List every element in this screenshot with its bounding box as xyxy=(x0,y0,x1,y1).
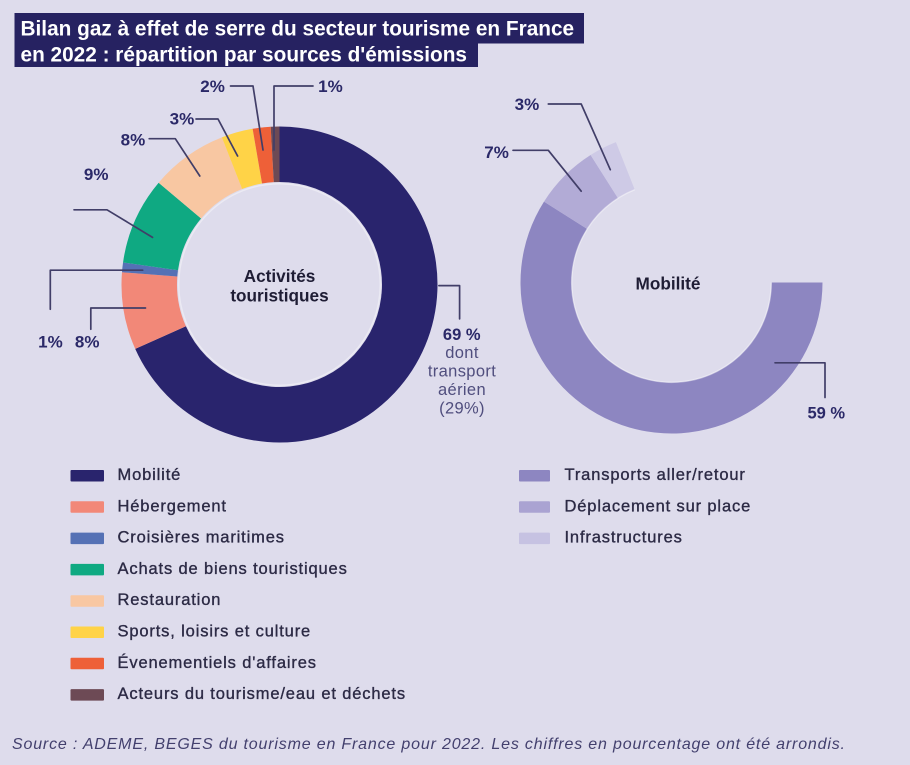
svg-text:1%: 1% xyxy=(38,333,63,352)
svg-text:1%: 1% xyxy=(318,77,343,96)
svg-text:3%: 3% xyxy=(515,95,540,114)
svg-text:Évenementiels d'affaires: Évenementiels d'affaires xyxy=(118,653,317,672)
svg-text:Sports, loisirs et culture: Sports, loisirs et culture xyxy=(118,623,312,641)
svg-text:Déplacement sur place: Déplacement sur place xyxy=(565,497,752,515)
svg-text:Bilan gaz à effet de serre du: Bilan gaz à effet de serre du secteur to… xyxy=(21,18,575,41)
svg-text:transport: transport xyxy=(428,363,496,381)
svg-text:7%: 7% xyxy=(484,143,509,162)
svg-text:Achats de biens touristiques: Achats de biens touristiques xyxy=(118,560,348,578)
svg-text:Infrastructures: Infrastructures xyxy=(565,529,683,547)
svg-text:Mobilité: Mobilité xyxy=(636,274,701,294)
svg-text:Source : ADEME, BEGES du touri: Source : ADEME, BEGES du tourisme en Fra… xyxy=(12,736,846,753)
svg-text:Acteurs du tourisme/eau et déc: Acteurs du tourisme/eau et déchets xyxy=(118,685,406,703)
svg-text:touristiques: touristiques xyxy=(230,286,328,306)
svg-text:Mobilité: Mobilité xyxy=(118,466,182,484)
svg-text:8%: 8% xyxy=(75,333,100,352)
svg-text:Croisières maritimes: Croisières maritimes xyxy=(118,529,285,547)
svg-text:Restauration: Restauration xyxy=(118,591,222,609)
svg-text:3%: 3% xyxy=(170,110,195,129)
svg-text:Transports aller/retour: Transports aller/retour xyxy=(565,466,746,484)
svg-text:Activités: Activités xyxy=(244,266,316,286)
svg-text:8%: 8% xyxy=(121,131,146,150)
svg-text:9%: 9% xyxy=(84,165,109,184)
svg-text:aérien: aérien xyxy=(438,381,486,399)
svg-text:en 2022 : répartition par sour: en 2022 : répartition par sources d'émis… xyxy=(21,44,467,67)
svg-text:2%: 2% xyxy=(200,77,225,96)
svg-text:59 %: 59 % xyxy=(807,405,845,423)
svg-text:Hébergement: Hébergement xyxy=(118,497,227,515)
svg-text:dont: dont xyxy=(445,344,479,362)
svg-text:69 %: 69 % xyxy=(443,326,481,344)
svg-text:(29%): (29%) xyxy=(439,400,485,418)
